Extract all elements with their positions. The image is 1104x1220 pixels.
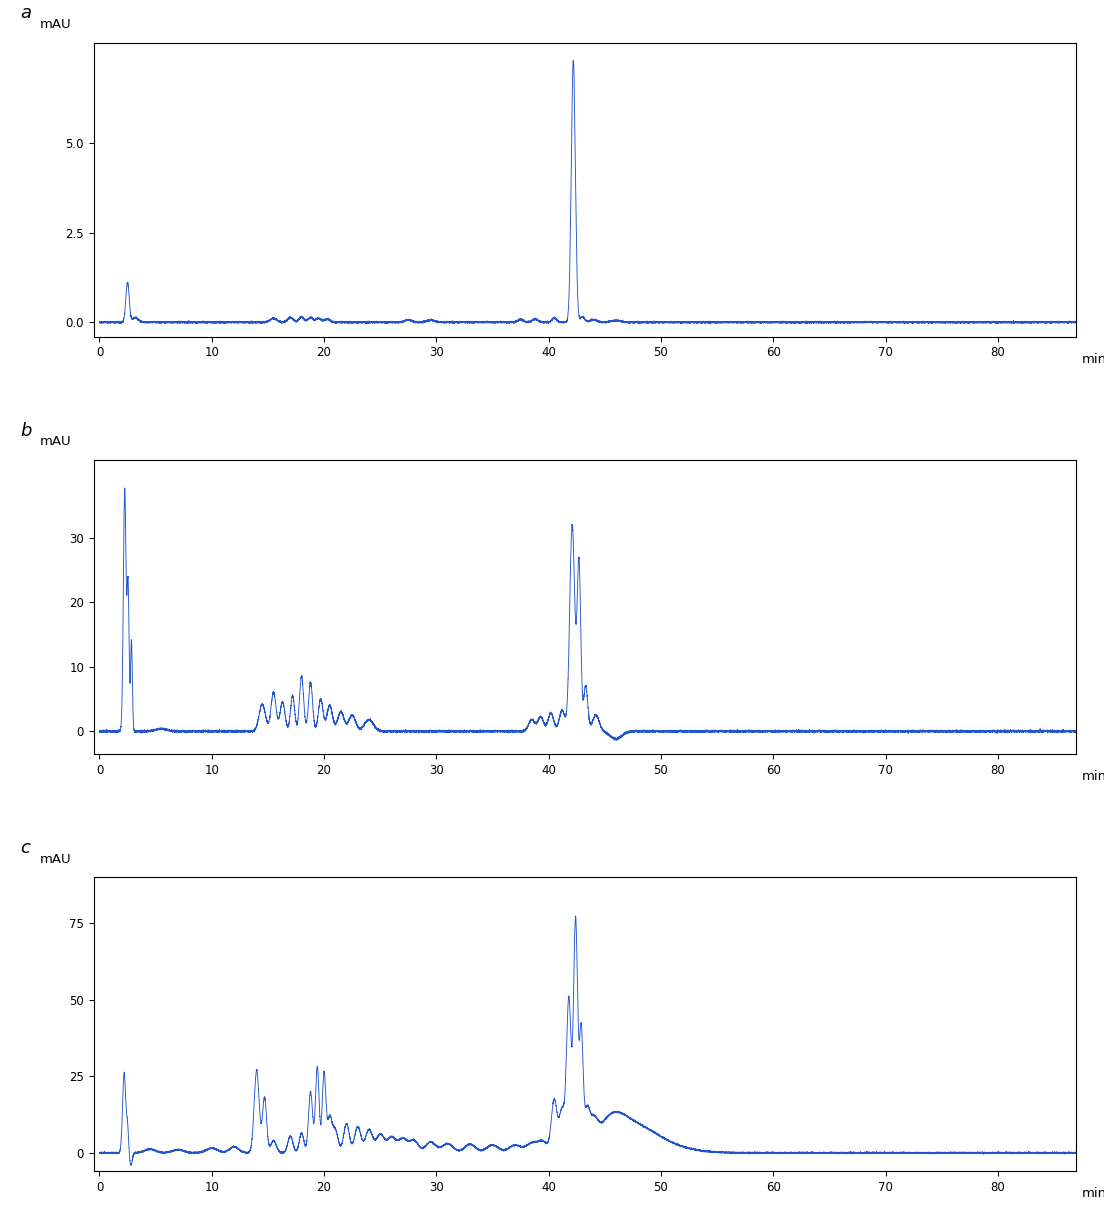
Text: mAU: mAU (40, 18, 72, 31)
Text: min: min (1081, 770, 1104, 783)
Text: min: min (1081, 353, 1104, 366)
Text: b: b (20, 422, 32, 439)
Text: a: a (20, 5, 31, 22)
Text: mAU: mAU (40, 853, 72, 865)
Text: mAU: mAU (40, 436, 72, 448)
Text: min: min (1081, 1187, 1104, 1200)
Text: c: c (20, 839, 30, 858)
